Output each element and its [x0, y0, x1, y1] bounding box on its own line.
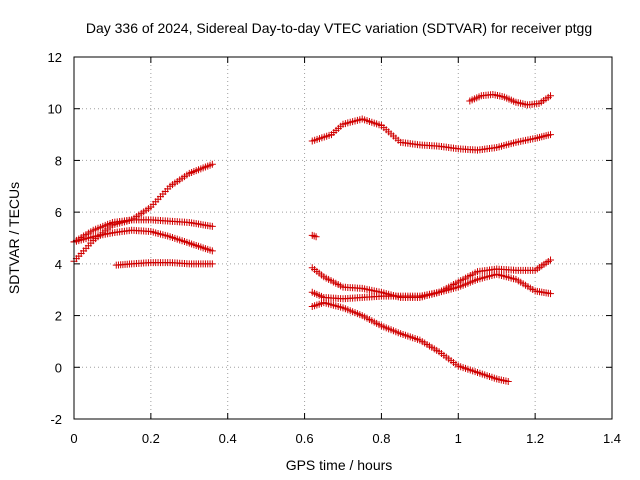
x-tick-label: 1.4: [603, 431, 621, 446]
y-tick-label: 4: [55, 257, 62, 272]
x-tick-label: 1: [455, 431, 462, 446]
y-tick-label: 0: [55, 360, 62, 375]
data-point: [547, 256, 555, 264]
series-s3: [70, 226, 216, 255]
data-point: [547, 92, 555, 100]
data-point: [312, 233, 320, 241]
x-tick-label: 0.6: [296, 431, 314, 446]
x-tick-label: 0: [70, 431, 77, 446]
plot-frame: [73, 56, 613, 420]
y-tick-label: 8: [55, 153, 62, 168]
data-point: [308, 231, 316, 239]
data-point: [547, 131, 555, 139]
grid: [74, 57, 612, 419]
y-tick-label: 6: [55, 205, 62, 220]
chart-title: Day 336 of 2024, Sidereal Day-to-day VTE…: [86, 20, 592, 36]
data-point: [547, 290, 555, 298]
x-tick-label: 0.2: [142, 431, 160, 446]
y-tick-label: -2: [50, 412, 62, 427]
axis-ticks: 0 0.2 0.4 0.6 0.8 1 1.2 1.4 -2 0 2 4 6 8 10 12: [48, 50, 622, 446]
series-s1: [70, 160, 216, 265]
data-point: [310, 232, 318, 240]
series-s5: [308, 115, 555, 154]
series-s8: [308, 270, 555, 303]
series-s4: [112, 259, 216, 269]
data-points: [70, 90, 555, 386]
x-tick-label: 1.2: [526, 431, 544, 446]
data-point: [208, 160, 216, 168]
data-point: [208, 260, 216, 268]
series-s10: [308, 231, 320, 241]
x-axis-label: GPS time / hours: [286, 457, 393, 473]
y-axis-label: SDTVAR / TECUs: [6, 182, 22, 294]
y-tick-label: 12: [48, 50, 62, 65]
data-point: [504, 378, 512, 386]
data-point: [208, 247, 216, 255]
series-s9: [308, 299, 512, 386]
y-tick-label: 10: [48, 102, 62, 117]
data-point: [208, 222, 216, 230]
y-tick-label: 2: [55, 309, 62, 324]
x-tick-label: 0.4: [219, 431, 237, 446]
series-s6: [466, 90, 555, 109]
x-tick-label: 0.8: [372, 431, 390, 446]
